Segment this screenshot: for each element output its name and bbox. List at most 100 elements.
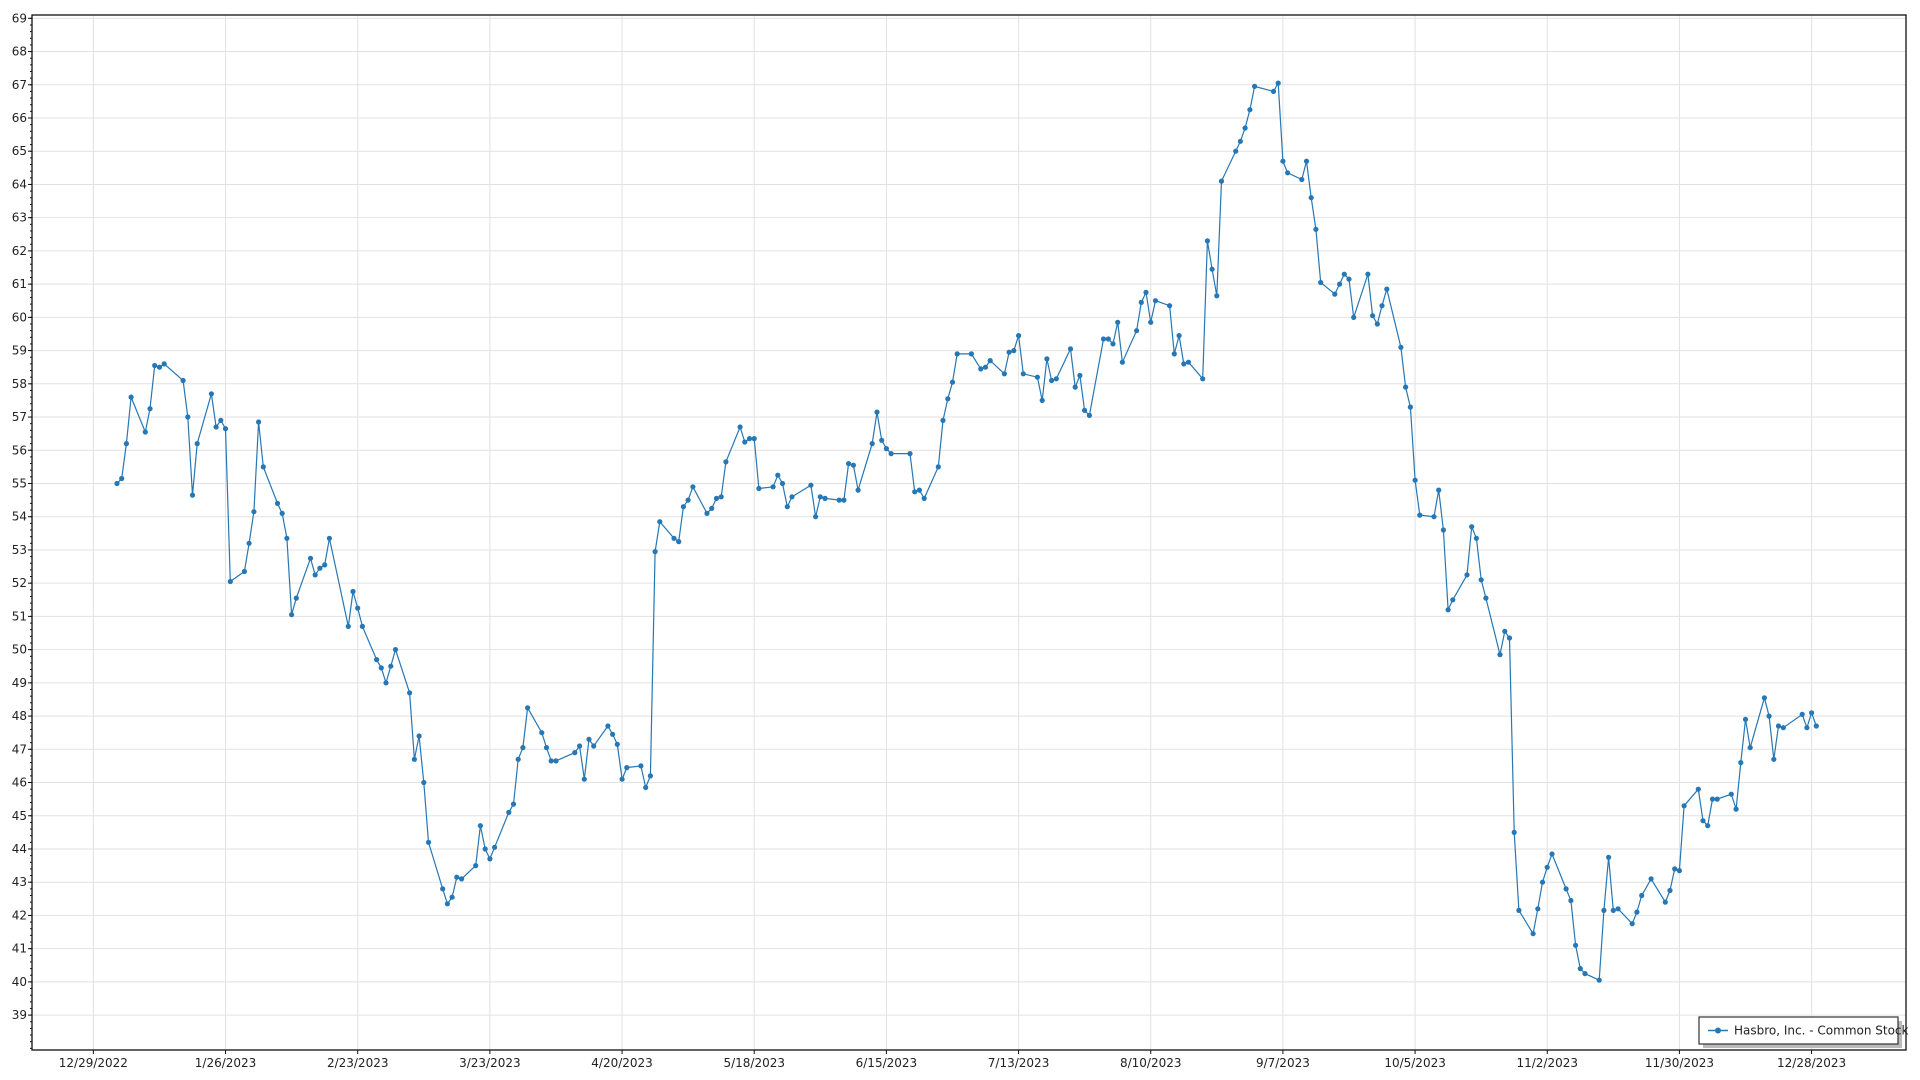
data-point [1398,344,1404,350]
data-point [572,750,578,756]
data-point [968,351,975,357]
data-point [359,623,365,630]
data-point [227,578,233,585]
data-point [591,743,597,749]
data-point [1535,906,1541,912]
y-tick-label: 50 [12,643,27,657]
x-tick-label: 8/10/2023 [1120,1056,1182,1070]
y-tick-label: 52 [12,576,27,590]
data-point [1464,572,1470,578]
x-tick-label: 12/28/2023 [1777,1056,1846,1070]
data-point [1011,348,1017,354]
y-tick-label: 45 [12,809,27,823]
data-point [1445,607,1451,613]
data-point [1016,333,1022,339]
data-point [638,763,644,769]
data-point [128,394,134,400]
data-point [161,361,167,367]
x-tick-label: 9/7/2023 [1256,1056,1310,1070]
data-point [208,391,214,397]
data-point [1233,148,1239,154]
data-point [581,776,587,782]
data-point [1809,710,1815,716]
data-point [1237,138,1243,144]
data-point [770,484,776,490]
data-point [1709,796,1716,802]
data-point [156,364,163,370]
data-point [1738,760,1744,766]
data-point [652,549,658,555]
data-point [553,758,559,764]
data-point [1469,524,1475,530]
y-axis: 39 40 41 42 43 44 45 46 47 48 49 50 51 52 53 54 55 56 57 58… [12,11,32,1049]
y-tick-label: 39 [12,1008,27,1022]
data-point [218,417,224,423]
data-point [411,756,417,762]
data-point [1110,341,1116,347]
data-point [1629,921,1635,927]
y-tick-label: 56 [12,443,27,457]
data-point [492,844,498,850]
data-point [1483,595,1489,601]
data-point [539,730,545,736]
data-point [647,773,654,779]
data-point [1407,404,1413,410]
data-point [1573,942,1579,948]
data-point [751,436,757,442]
data-point [614,741,620,747]
data-point [189,492,196,498]
data-point [1804,725,1810,731]
data-point [1285,170,1291,176]
data-point [1100,336,1107,342]
data-point [1511,829,1517,836]
x-tick-label: 7/13/2023 [988,1056,1050,1070]
data-point [1218,178,1225,184]
data-point [222,426,229,432]
data-point [1431,514,1437,520]
data-point [841,497,847,503]
data-point [482,846,488,852]
data-point [1072,384,1078,390]
data-point [718,494,724,500]
data-point [1695,786,1701,792]
data-point [1039,397,1045,403]
data-point [1639,892,1645,899]
data-point [1200,376,1206,382]
data-point [345,623,351,630]
data-point [1747,745,1753,751]
data-point [1780,725,1786,731]
data-point [1761,695,1767,701]
data-point [1601,907,1607,914]
data-point [940,417,946,423]
data-point [1539,879,1546,885]
data-point [657,519,663,525]
x-tick-label: 3/23/2023 [459,1056,521,1070]
data-point [1370,313,1376,319]
data-point [392,647,399,653]
data-point [1379,303,1385,309]
y-tick-label: 62 [12,244,27,258]
y-tick-label: 69 [12,11,27,25]
data-point [1181,361,1187,367]
data-point [383,680,389,686]
data-point [1728,791,1734,797]
y-tick-label: 63 [12,211,27,225]
y-tick-label: 61 [12,277,27,291]
y-tick-label: 55 [12,476,27,490]
x-tick-label: 4/20/2023 [591,1056,653,1070]
data-point [1275,80,1281,86]
data-point [1049,377,1055,384]
y-tick-label: 54 [12,510,27,524]
data-point [246,540,252,546]
x-tick-label: 1/26/2023 [195,1056,257,1070]
data-point [1006,349,1012,355]
data-point [185,414,191,420]
data-point [378,665,384,671]
data-point [1473,535,1479,541]
y-tick-label: 60 [12,310,27,324]
data-point [1171,351,1177,357]
data-point [1497,652,1503,658]
data-point [610,731,616,737]
y-tick-label: 57 [12,410,27,424]
data-point [322,562,328,568]
